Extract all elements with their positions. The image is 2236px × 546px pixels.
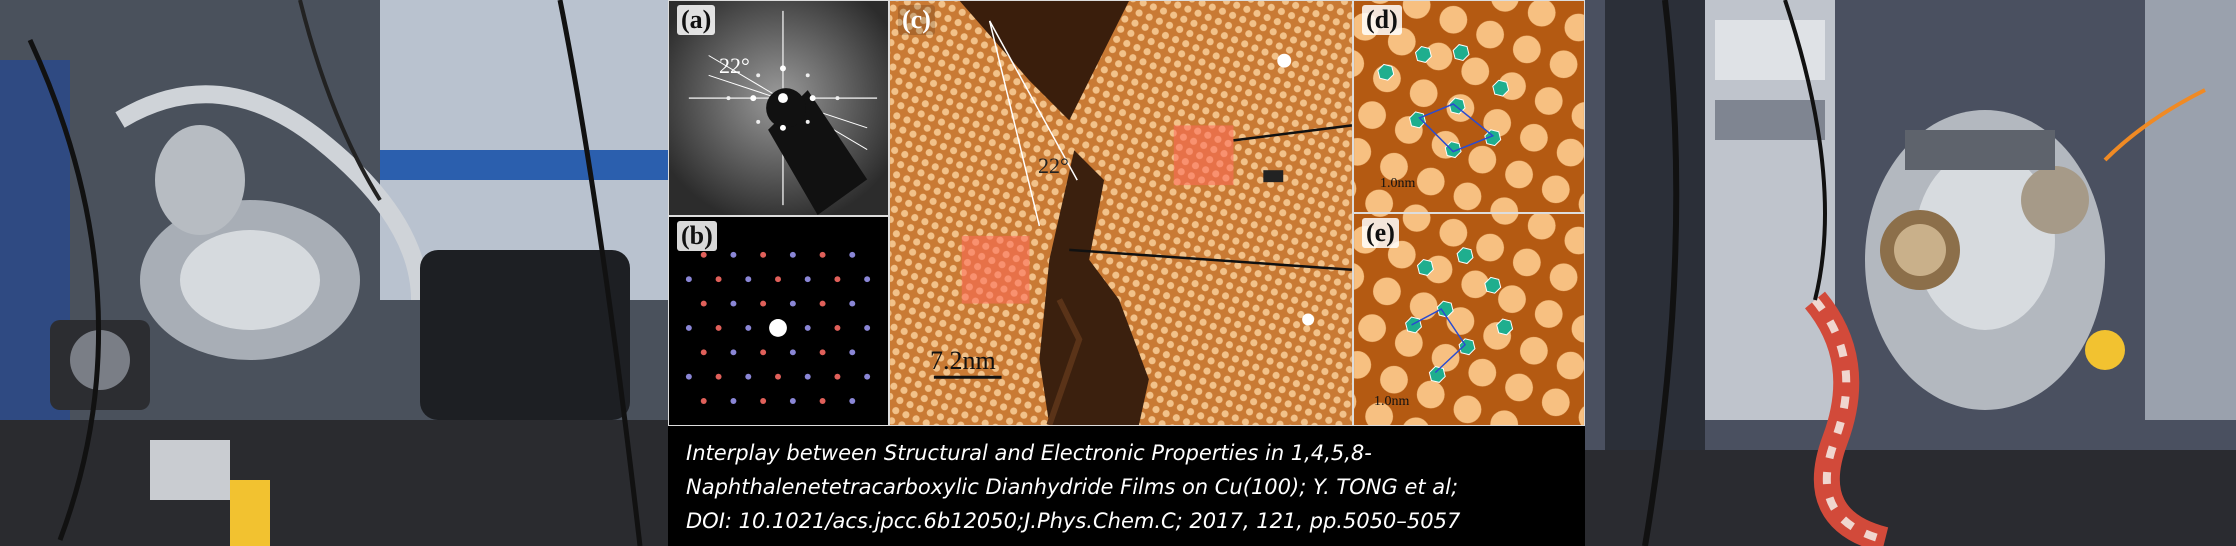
diffraction-spot bbox=[700, 300, 707, 307]
caption-line-3: DOI: 10.1021/acs.jpcc.6b12050;J.Phys.Che… bbox=[686, 509, 1461, 533]
diffraction-spot bbox=[849, 349, 856, 356]
diffraction-spot bbox=[864, 276, 871, 283]
diffraction-spot bbox=[819, 300, 826, 307]
diffraction-spot bbox=[819, 251, 826, 258]
panel-d-stm-zoom: (d) 1.0nm bbox=[1353, 0, 1585, 213]
diffraction-spot bbox=[834, 324, 841, 331]
panel-e-scalebar-label: 1.0nm bbox=[1374, 394, 1410, 409]
diffraction-spot bbox=[864, 373, 871, 380]
diffraction-spot bbox=[849, 300, 856, 307]
diffraction-spot bbox=[730, 349, 737, 356]
diffraction-spot bbox=[760, 398, 767, 405]
diffraction-spot bbox=[849, 251, 856, 258]
diffraction-spot bbox=[745, 276, 752, 283]
diffraction-spot bbox=[864, 324, 871, 331]
panel-c-stm-image: (c) 22° 7.2nm bbox=[889, 0, 1353, 426]
panel-b-label: (b) bbox=[677, 221, 717, 251]
diffraction-spot bbox=[730, 300, 737, 307]
diffraction-spot bbox=[760, 251, 767, 258]
right-lab-photo bbox=[1585, 0, 2236, 546]
panel-e-stm-zoom: (e) 1.0nm bbox=[1353, 213, 1585, 426]
diffraction-spot bbox=[804, 276, 811, 283]
panel-a-leed-pattern: (a) 22° bbox=[668, 0, 889, 216]
diffraction-spot bbox=[775, 276, 781, 283]
diffraction-spot bbox=[715, 276, 722, 283]
diffraction-spot bbox=[819, 398, 826, 405]
diffraction-spot bbox=[685, 276, 692, 283]
diffraction-spot bbox=[700, 398, 707, 405]
diffraction-spot bbox=[700, 349, 707, 356]
diffraction-spot bbox=[775, 373, 781, 380]
citation-caption: Interplay between Structural and Electro… bbox=[686, 436, 1566, 538]
diffraction-spot bbox=[730, 251, 737, 258]
diffraction-spot bbox=[700, 251, 707, 258]
diffraction-spot bbox=[834, 276, 841, 283]
diffraction-spot bbox=[685, 373, 692, 380]
diffraction-spot bbox=[789, 300, 796, 307]
diffraction-spot bbox=[789, 251, 796, 258]
panel-d-label: (d) bbox=[1362, 5, 1402, 35]
panel-c-label: (c) bbox=[898, 5, 935, 35]
diffraction-spot bbox=[685, 324, 692, 331]
diffraction-spot bbox=[819, 349, 826, 356]
diffraction-spot bbox=[760, 300, 767, 307]
panel-a-label: (a) bbox=[677, 5, 716, 35]
diffraction-spot bbox=[760, 349, 767, 356]
panel-b-spots bbox=[685, 251, 871, 405]
diffraction-spot bbox=[715, 324, 722, 331]
caption-line-1: Interplay between Structural and Electro… bbox=[686, 441, 1372, 465]
diffraction-spot bbox=[730, 398, 737, 405]
diffraction-spot bbox=[804, 324, 811, 331]
diffraction-spot bbox=[715, 373, 722, 380]
panel-e-label: (e) bbox=[1362, 218, 1399, 248]
panel-c-scalebar-label: 7.2nm bbox=[930, 346, 996, 375]
diffraction-spot bbox=[834, 373, 841, 380]
diffraction-spot bbox=[804, 373, 811, 380]
panel-b-simulated-pattern: (b) bbox=[668, 216, 889, 426]
panel-c-angle: 22° bbox=[1038, 153, 1069, 178]
diffraction-spot bbox=[745, 373, 752, 380]
left-lab-photo bbox=[0, 0, 668, 546]
diffraction-spot bbox=[745, 324, 752, 331]
panel-d-scalebar-label: 1.0nm bbox=[1380, 176, 1416, 191]
diffraction-spot bbox=[789, 349, 796, 356]
diffraction-spot bbox=[789, 398, 796, 405]
central-spot bbox=[769, 319, 787, 337]
panel-a-angle: 22° bbox=[719, 53, 750, 78]
caption-line-2: Naphthalenetetracarboxylic Dianhydride F… bbox=[686, 475, 1459, 499]
diffraction-spot bbox=[849, 398, 856, 405]
